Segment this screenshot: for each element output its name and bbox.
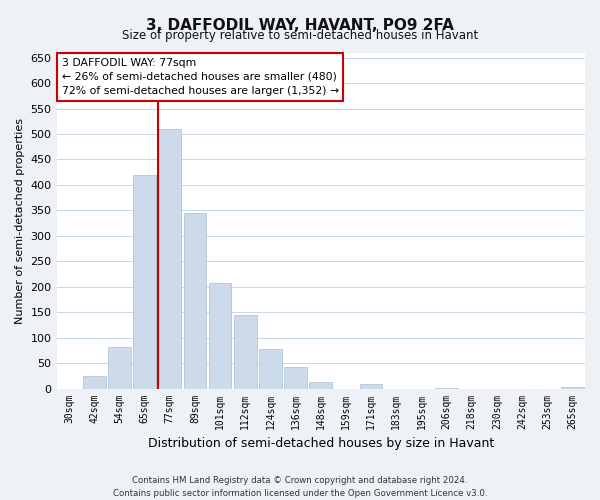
Bar — [259, 349, 282, 389]
X-axis label: Distribution of semi-detached houses by size in Havant: Distribution of semi-detached houses by … — [148, 437, 494, 450]
Bar — [209, 282, 232, 389]
Y-axis label: Number of semi-detached properties: Number of semi-detached properties — [15, 118, 25, 324]
Bar — [234, 314, 257, 388]
Text: Contains HM Land Registry data © Crown copyright and database right 2024.
Contai: Contains HM Land Registry data © Crown c… — [113, 476, 487, 498]
Bar — [561, 387, 584, 388]
Text: 3 DAFFODIL WAY: 77sqm
← 26% of semi-detached houses are smaller (480)
72% of sem: 3 DAFFODIL WAY: 77sqm ← 26% of semi-deta… — [62, 58, 339, 96]
Bar — [133, 174, 156, 388]
Text: Size of property relative to semi-detached houses in Havant: Size of property relative to semi-detach… — [122, 29, 478, 42]
Bar — [310, 382, 332, 388]
Bar — [284, 367, 307, 388]
Text: 3, DAFFODIL WAY, HAVANT, PO9 2FA: 3, DAFFODIL WAY, HAVANT, PO9 2FA — [146, 18, 454, 32]
Bar — [108, 347, 131, 389]
Bar — [158, 129, 181, 388]
Bar — [360, 384, 382, 388]
Bar — [83, 376, 106, 388]
Bar — [184, 213, 206, 388]
